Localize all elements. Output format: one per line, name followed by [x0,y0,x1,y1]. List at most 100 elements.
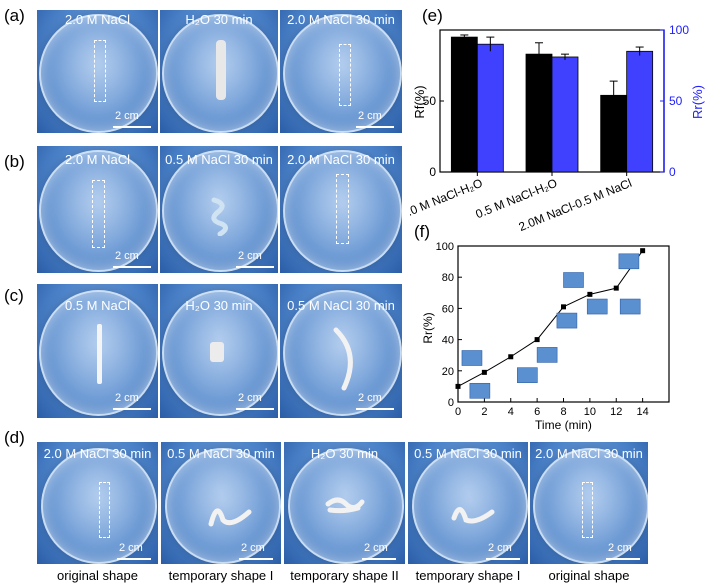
bar-rr [626,50,654,173]
y-tick-label: 20 [442,366,454,378]
x-tick-label: 2 [481,406,487,418]
photo-a1: 2.0 M NaCl 2 cm [37,10,158,133]
y-tick-label: 100 [436,241,454,253]
y-axis-label-left: Rf(%) [412,85,427,118]
scale-bar-label: 2 cm [119,542,143,554]
x-tick-label: 14 [637,406,649,418]
inset-photo [618,253,640,270]
x-tick-label: 2.0 M NaCl-H₂O [410,176,484,221]
photo-caption: 2.0 M NaCl 30 min [535,446,643,461]
scale-bar-label: 2 cm [488,542,512,554]
inset-photo [517,367,538,383]
photo-caption: 0.5 M NaCl 30 min [414,446,522,461]
photo-a2: H₂O 30 min [160,10,278,133]
inset-photo [563,272,584,288]
bottom-label: original shape [548,568,630,583]
y-tick-label-right: 100 [669,23,689,37]
y-tick-label: 40 [442,335,454,347]
bar-rr [476,43,504,173]
x-axis-label: Time (min) [535,418,592,432]
photo-d5: 2.0 M NaCl 30 min 2 cm [530,442,648,564]
scale-bar-label: 2 cm [364,542,388,554]
photo-caption: H₂O 30 min [185,298,253,313]
inset-photo [469,382,491,399]
photo-c1: 0.5 M NaCl 2 cm [37,284,158,418]
data-point [455,383,461,389]
inset-photo [619,298,641,315]
scale-bar-label: 2 cm [241,542,265,554]
photo-caption: 2.0 M NaCl 30 min [43,446,152,461]
panel-label-b: (b) [4,152,25,171]
photo-d2: 0.5 M NaCl 30 min 2 cm [161,442,281,564]
data-point [508,354,514,360]
photo-caption: H₂O 30 min [185,12,253,27]
bottom-label: original shape [57,568,138,583]
y-tick-label: 0 [448,397,454,409]
scale-bar-label: 2 cm [358,392,382,404]
bottom-label: temporary shape I [415,568,521,583]
bottom-label: temporary shape II [290,568,399,583]
y-tick-label-right: 50 [669,94,683,108]
photo-b2: 0.5 M NaCl 30 min 2 cm [160,146,278,273]
y-tick-label: 80 [442,272,454,284]
photo-caption: 2.0 M NaCl [64,12,131,27]
data-point [534,337,540,343]
photo-caption: 2.0 M NaCl 30 min [287,12,395,27]
data-point [640,248,646,254]
scale-bar-label: 2 cm [238,250,262,262]
photo-caption: H₂O 30 min [310,446,379,461]
scale-bar-label: 2 cm [608,542,632,554]
x-tick-label: 8 [560,406,566,418]
photo-d4: 0.5 M NaCl 30 min 2 cm [408,442,528,564]
y-axis-label: Rr(%) [421,312,435,343]
data-point [561,304,566,310]
photo-d1: 2.0 M NaCl 30 min 2 cm [37,442,158,564]
photo-caption: 0.5 M NaCl 30 min [165,152,273,167]
data-point [587,291,593,297]
scale-bar-label: 2 cm [115,110,139,122]
panel-label-d: (d) [4,428,25,447]
scale-bar-label: 2 cm [115,250,139,262]
x-tick-label: 4 [508,406,514,418]
line-chart-f: 0 20 40 60 80 100 0 2 4 6 8 10 12 14 Time (min) Rr(%) [421,241,670,432]
y-axis-label-right: Rr(%) [690,85,705,119]
panel-label-c: (c) [4,286,24,305]
photo-b1: 2.0 M NaCl 2 cm [37,146,158,273]
bar-rf [525,53,553,173]
x-tick-label: 12 [610,406,622,418]
data-point [481,369,487,375]
x-tick-label: 0 [455,406,461,418]
scale-bar-label: 2 cm [358,110,382,122]
bar-rr [551,56,579,173]
photo-caption: 0.5 M NaCl 30 min [287,298,395,313]
inset-photo [586,298,608,315]
inset-photo [461,350,483,366]
bottom-label: temporary shape I [168,568,274,583]
photo-b3: 2.0 M NaCl 30 min [280,146,402,273]
photo-caption: 2.0 M NaCl [64,152,131,167]
x-tick-label: 6 [534,406,540,418]
y-tick-label-left: 0 [429,165,436,179]
inset-photo [536,347,558,363]
inset-photo [556,312,578,329]
scale-bar-label: 2 cm [115,392,139,404]
panel-label-a: (a) [4,6,25,25]
data-point [613,285,619,291]
photo-a3: 2.0 M NaCl 30 min 2 cm [280,10,402,133]
y-tick-label-right: 0 [669,165,676,179]
series-line [457,250,644,387]
y-tick-label-left: 50 [423,94,437,108]
photo-caption: 0.5 M NaCl [64,298,131,313]
photo-caption: 2.0 M NaCl 30 min [287,152,395,167]
panel-label-f: (f) [414,222,431,241]
photo-d3: H₂O 30 min 2 cm [284,442,405,564]
panel-label-e: (e) [422,6,443,25]
photo-c2: H₂O 30 min 2 cm [160,284,278,418]
scale-bar-label: 2 cm [238,392,262,404]
photo-caption: 0.5 M NaCl 30 min [167,446,275,461]
photo-c3: 0.5 M NaCl 30 min 2 cm [280,284,402,418]
x-tick-label: 10 [584,406,596,418]
y-tick-label: 60 [442,303,454,315]
bar-rf [450,36,478,173]
